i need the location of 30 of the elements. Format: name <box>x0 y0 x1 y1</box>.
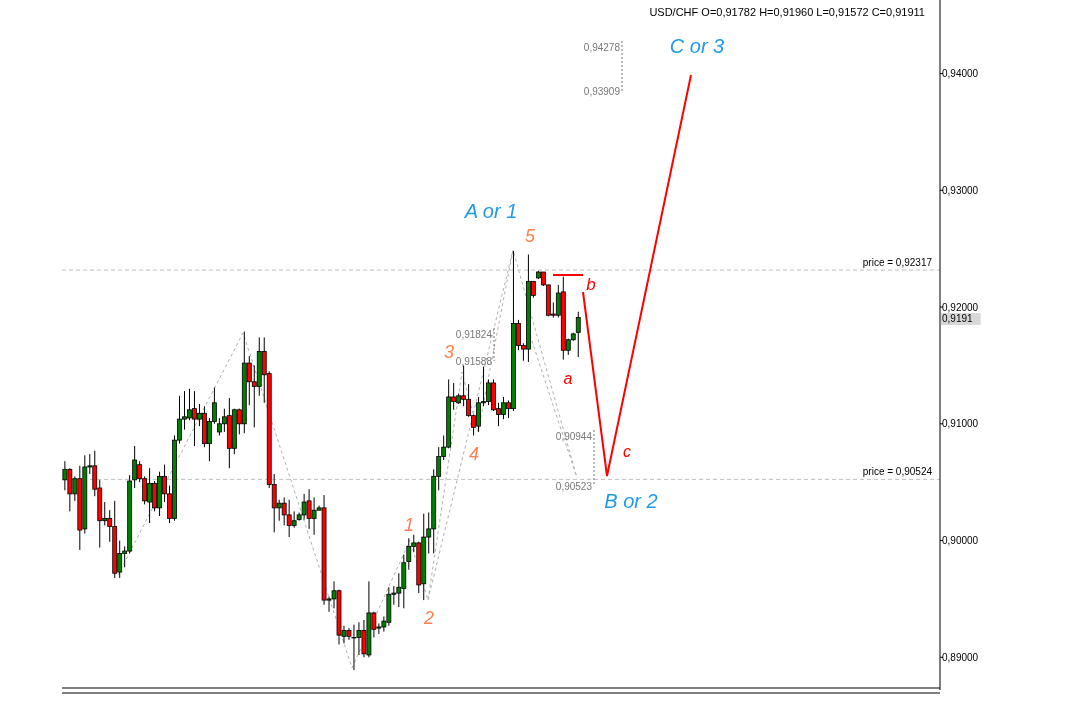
y-tick-label: 0,92000 <box>942 301 979 313</box>
annotation: c <box>623 443 631 460</box>
y-tick-label: 0,94000 <box>942 68 979 80</box>
annotation: b <box>586 275 596 294</box>
y-tick-label: 0,93000 <box>942 184 979 196</box>
annotation: A or 1 <box>463 200 518 222</box>
annotation: 1 <box>403 515 415 535</box>
annotation: C or 3 <box>669 35 725 57</box>
candlestick <box>132 445 138 489</box>
annotation: 0,93909 <box>583 86 621 97</box>
annotation: 5 <box>524 226 536 246</box>
annotation: 4 <box>468 444 480 464</box>
ref-line-label: price = 0,90524 <box>862 466 933 478</box>
y-tick-label: 0,89000 <box>942 651 979 663</box>
candlestick <box>406 537 412 571</box>
candlestick <box>575 311 581 358</box>
annotation: a <box>563 370 573 387</box>
y-tick-label: 0,90000 <box>942 535 979 547</box>
annotation: B or 2 <box>604 490 658 512</box>
annotation: 0,94278 <box>583 42 621 53</box>
y-tick-label: 0,91000 <box>942 418 979 430</box>
annotation: 3 <box>443 342 455 362</box>
annotation: 0,90523 <box>555 481 593 492</box>
annotation: 0,91824 <box>455 329 493 340</box>
annotation: 0,90944 <box>555 431 593 442</box>
annotation: 2 <box>422 608 435 628</box>
text: USD/CHF O=0,91782 H=0,91960 L=0,91572 C=0,91911 <box>649 6 925 18</box>
text: 0,9191 <box>942 313 974 324</box>
ref-line-label: price = 0,92317 <box>862 257 933 269</box>
annotation: 0,91588 <box>455 356 493 367</box>
